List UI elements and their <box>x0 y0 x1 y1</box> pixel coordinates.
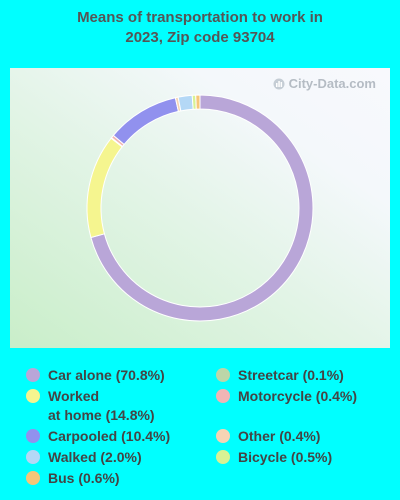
legend-item-worked-at-home: Worked at home (14.8%) <box>26 387 170 425</box>
legend-item-motorcycle: Motorcycle (0.4%) <box>216 387 357 406</box>
chart-title-line2: 2023, Zip code 93704 <box>125 29 275 46</box>
legend-item-streetcar: Streetcar (0.1%) <box>216 366 357 385</box>
chart-title-line1: Means of transportation to work in <box>77 9 323 26</box>
legend-label-worked-at-home-line1: Worked <box>48 388 100 404</box>
legend-label-car-alone: Car alone (70.8%) <box>48 367 165 383</box>
chart-title: Means of transportation to work in 2023,… <box>0 8 400 48</box>
legend-label-walked: Walked (2.0%) <box>48 449 142 465</box>
legend-item-other: Other (0.4%) <box>216 427 357 446</box>
legend-label-streetcar: Streetcar (0.1%) <box>238 367 344 383</box>
legend-swatch-bicycle <box>216 450 230 464</box>
donut-slice-walked <box>177 94 194 112</box>
donut-slice-carpooled <box>112 97 180 146</box>
legend-item-bus: Bus (0.6%) <box>26 469 170 488</box>
chart-plot-area: City-Data.com <box>10 68 390 348</box>
legend-swatch-other <box>216 429 230 443</box>
legend-swatch-car-alone <box>26 368 40 382</box>
legend-swatch-walked <box>26 450 40 464</box>
legend-label-worked-at-home-line2: at home (14.8%) <box>48 407 155 423</box>
watermark: City-Data.com <box>273 76 376 91</box>
legend-item-car-alone: Car alone (70.8%) <box>26 366 170 385</box>
legend-item-walked: Walked (2.0%) <box>26 448 170 467</box>
donut-chart <box>86 94 314 322</box>
legend-item-carpooled: Carpooled (10.4%) <box>26 427 170 446</box>
watermark-text: City-Data.com <box>288 76 376 91</box>
legend-swatch-worked-at-home <box>26 389 40 403</box>
donut-slice-worked-at-home <box>86 137 123 239</box>
legend-label-carpooled: Carpooled (10.4%) <box>48 428 171 444</box>
legend-swatch-motorcycle <box>216 389 230 403</box>
donut-slice-bus <box>195 94 201 110</box>
legend-column-left: Car alone (70.8%) Worked at home (14.8%)… <box>26 366 170 490</box>
legend-swatch-streetcar <box>216 368 230 382</box>
city-data-logo-icon <box>273 78 285 89</box>
legend-label-bicycle: Bicycle (0.5%) <box>238 449 333 465</box>
legend-swatch-carpooled <box>26 429 40 443</box>
legend-swatch-bus <box>26 471 40 485</box>
legend-label-other: Other (0.4%) <box>238 428 321 444</box>
legend-label-bus: Bus (0.6%) <box>48 470 120 486</box>
legend-label-motorcycle: Motorcycle (0.4%) <box>238 388 358 404</box>
legend-item-bicycle: Bicycle (0.5%) <box>216 448 357 467</box>
legend-column-right: Streetcar (0.1%) Motorcycle (0.4%) Other… <box>216 366 357 469</box>
